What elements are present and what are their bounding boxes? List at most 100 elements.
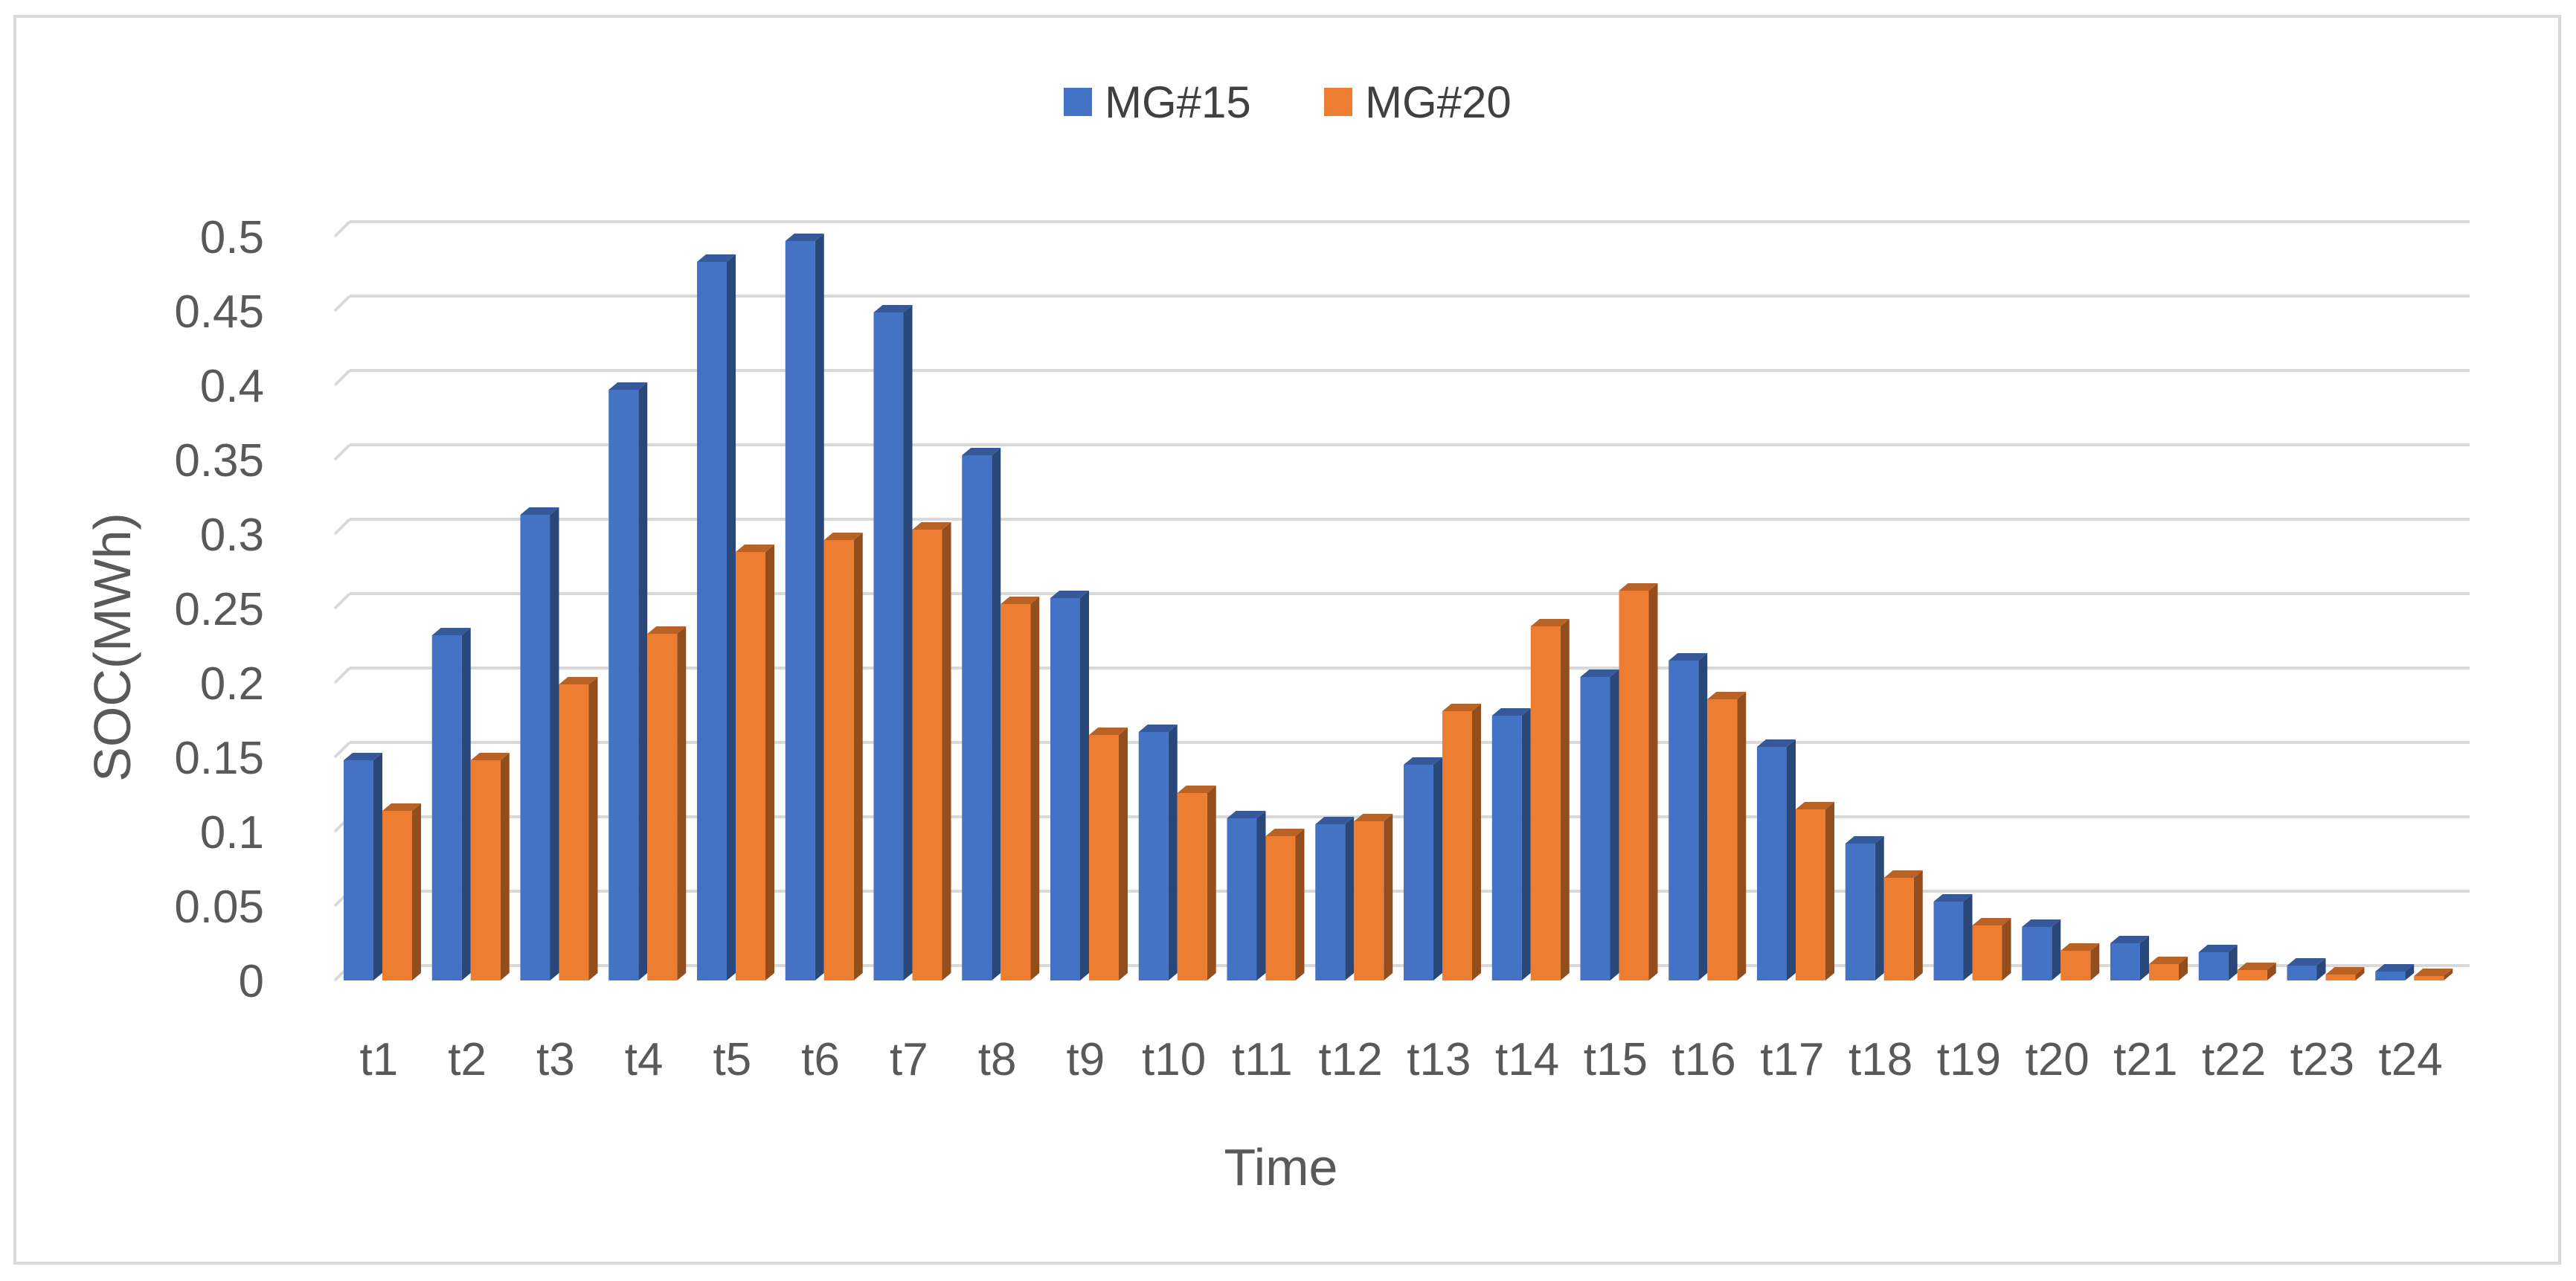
bar-top [1442,704,1481,711]
gridline-depth [333,592,351,610]
bar-side [412,803,421,980]
bar-top [1707,692,1747,699]
bar-MG#20-t12 [1354,814,1393,980]
bar-side [1295,829,1305,980]
bar-front [2375,972,2406,980]
bar-front [736,552,765,980]
bar-side [1207,786,1216,980]
bar-front [608,390,639,980]
x-axis-ticks: t1 t2 t3 t4 t5 t6 t7 t8 t9 t10 t11 t12 t13 t14 t15 t16 t… [360,1034,2443,1085]
bar-MG#15-t7 [873,305,913,980]
bar-side [1875,836,1884,980]
bar-top [1089,728,1128,735]
bar-top [962,448,1001,455]
bar-MG#15-t17 [1757,739,1796,980]
bar-front [1315,824,1346,980]
bar-side [1345,817,1355,980]
bar-front [1668,661,1699,980]
bar-MG#20-t23 [2325,967,2365,980]
bar-side [815,234,824,980]
bar-side [1433,757,1442,980]
bars [344,234,2453,980]
bar-MG#20-t18 [1883,870,1923,980]
bar-side [1030,597,1040,980]
bar-side [2444,969,2453,980]
bar-MG#20-t14 [1530,619,1570,980]
bar-MG#15-t6 [785,234,824,980]
bar-front [520,515,550,980]
bar-side [1963,894,1973,980]
bar-MG#15-t11 [1227,811,1266,980]
gridline-depth [333,667,351,684]
bar-top [1530,619,1570,626]
bar-MG#15-t21 [2110,936,2149,980]
bar-top [1138,725,1178,732]
x-tick-label: t17 [1760,1034,1824,1085]
x-tick-label: t12 [1319,1034,1383,1085]
bar-top [785,234,824,241]
bar-side [677,626,687,980]
bar-top [559,677,598,684]
x-tick-label: t11 [1232,1034,1293,1085]
bar-side [1168,725,1178,980]
bar-top [1619,583,1658,591]
x-tick-label: t6 [801,1034,840,1085]
bar-side [2355,967,2365,980]
bar-front [1757,747,1787,980]
bar-top [823,533,863,540]
x-axis-title: Time [1224,1138,1338,1196]
legend-swatch [1324,88,1352,116]
bar-front [1707,699,1738,980]
legend-swatch [1064,88,1092,116]
bar-MG#20-t20 [2061,943,2100,980]
bar-front [1883,878,1914,980]
bar-MG#20-t15 [1619,583,1658,980]
bar-top [1050,591,1089,598]
bar-front [1050,598,1080,980]
bar-front [1265,836,1296,980]
bar-side [1913,870,1923,980]
x-tick-label: t13 [1407,1034,1471,1085]
bar-side [500,753,510,980]
bar-MG#15-t4 [608,382,648,980]
bar-front [697,262,727,980]
bar-top [470,753,510,760]
bar-side [2140,936,2149,980]
x-tick-label: t5 [713,1034,752,1085]
bar-MG#15-t16 [1668,653,1708,980]
bar-top [1404,757,1442,765]
bar-front [1933,902,1964,980]
x-tick-label: t19 [1937,1034,2001,1085]
bar-top [344,753,382,760]
bar-side [1521,708,1531,980]
bar-side [588,677,598,980]
x-tick-label: t24 [2379,1034,2443,1085]
bar-top [912,522,951,530]
bar-MG#15-t12 [1315,817,1355,980]
y-tick-label: 0.2 [200,658,264,710]
gridline-depth [333,220,351,238]
bar-side [765,545,774,980]
bar-MG#15-t23 [2287,958,2326,980]
bar-front [2022,927,2052,980]
bar-side [550,507,559,980]
bar-top [1796,802,1834,809]
bar-MG#20-t10 [1177,786,1216,980]
bar-front [431,635,462,980]
bar-side [2179,957,2188,980]
bar-top [2110,936,2149,943]
bar-side [1472,704,1481,980]
bar-front [1580,677,1610,980]
bar-side [1737,692,1747,980]
bar-top [2149,957,2188,964]
gridline-depth [333,443,351,461]
bar-top [1315,817,1355,824]
bar-side [1080,591,1089,980]
legend-item-MG#15: MG#15 [1064,77,1251,127]
bar-top [1972,918,2011,925]
bar-front [962,455,992,980]
bar-MG#20-t7 [912,522,951,980]
gridline-depth [333,369,351,387]
bar-MG#20-t3 [559,677,598,980]
bar-front [382,811,412,980]
